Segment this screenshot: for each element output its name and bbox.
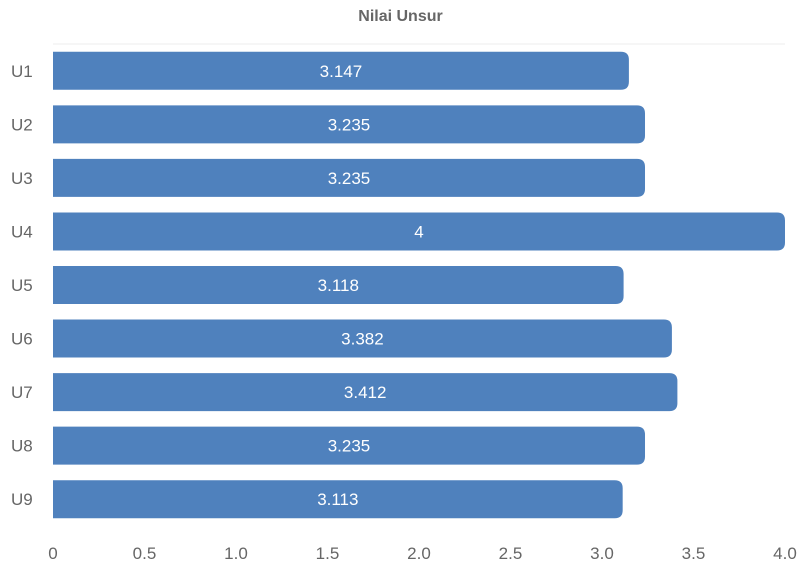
- y-tick-label: U4: [11, 222, 33, 241]
- y-tick-label: U2: [11, 115, 33, 134]
- data-label: 3.382: [341, 330, 384, 349]
- y-tick-label: U6: [11, 330, 33, 349]
- x-tick-label: 3.5: [682, 544, 706, 563]
- x-tick-label: 2.0: [407, 544, 431, 563]
- y-tick-label: U5: [11, 276, 33, 295]
- bar-u2: [53, 105, 646, 144]
- x-tick-label: 2.5: [499, 544, 523, 563]
- data-label: 3.235: [328, 169, 371, 188]
- x-tick-label: 0.5: [133, 544, 157, 563]
- y-tick-label: U9: [11, 490, 33, 509]
- data-label: 3.412: [344, 383, 387, 402]
- x-tick-label: 1.5: [316, 544, 340, 563]
- x-tick-label: 0: [48, 544, 57, 563]
- bar-u5: [53, 266, 624, 304]
- data-label: 3.235: [328, 115, 371, 134]
- data-label: 3.113: [317, 490, 358, 509]
- chart-title: Nilai Unsur: [358, 8, 443, 25]
- x-tick-label: 1.0: [224, 544, 248, 563]
- y-tick-label: U1: [11, 62, 33, 81]
- bar-u1: [53, 51, 629, 90]
- y-tick-label: U7: [11, 383, 33, 402]
- bar-u8: [53, 426, 646, 465]
- data-label: 3.118: [318, 276, 359, 295]
- data-label: 4: [414, 222, 423, 241]
- bar-u9: [53, 480, 623, 519]
- bar-u7: [53, 373, 678, 412]
- y-tick-label: U3: [11, 169, 33, 188]
- bar-u3: [53, 158, 646, 197]
- data-label: 3.235: [328, 437, 371, 456]
- bar-u4: [53, 212, 785, 251]
- bar-u6: [53, 319, 672, 358]
- y-tick-label: U8: [11, 437, 33, 456]
- data-label: 3.147: [320, 62, 363, 81]
- x-tick-label: 3.0: [590, 544, 614, 563]
- x-tick-label: 4.0: [773, 544, 797, 563]
